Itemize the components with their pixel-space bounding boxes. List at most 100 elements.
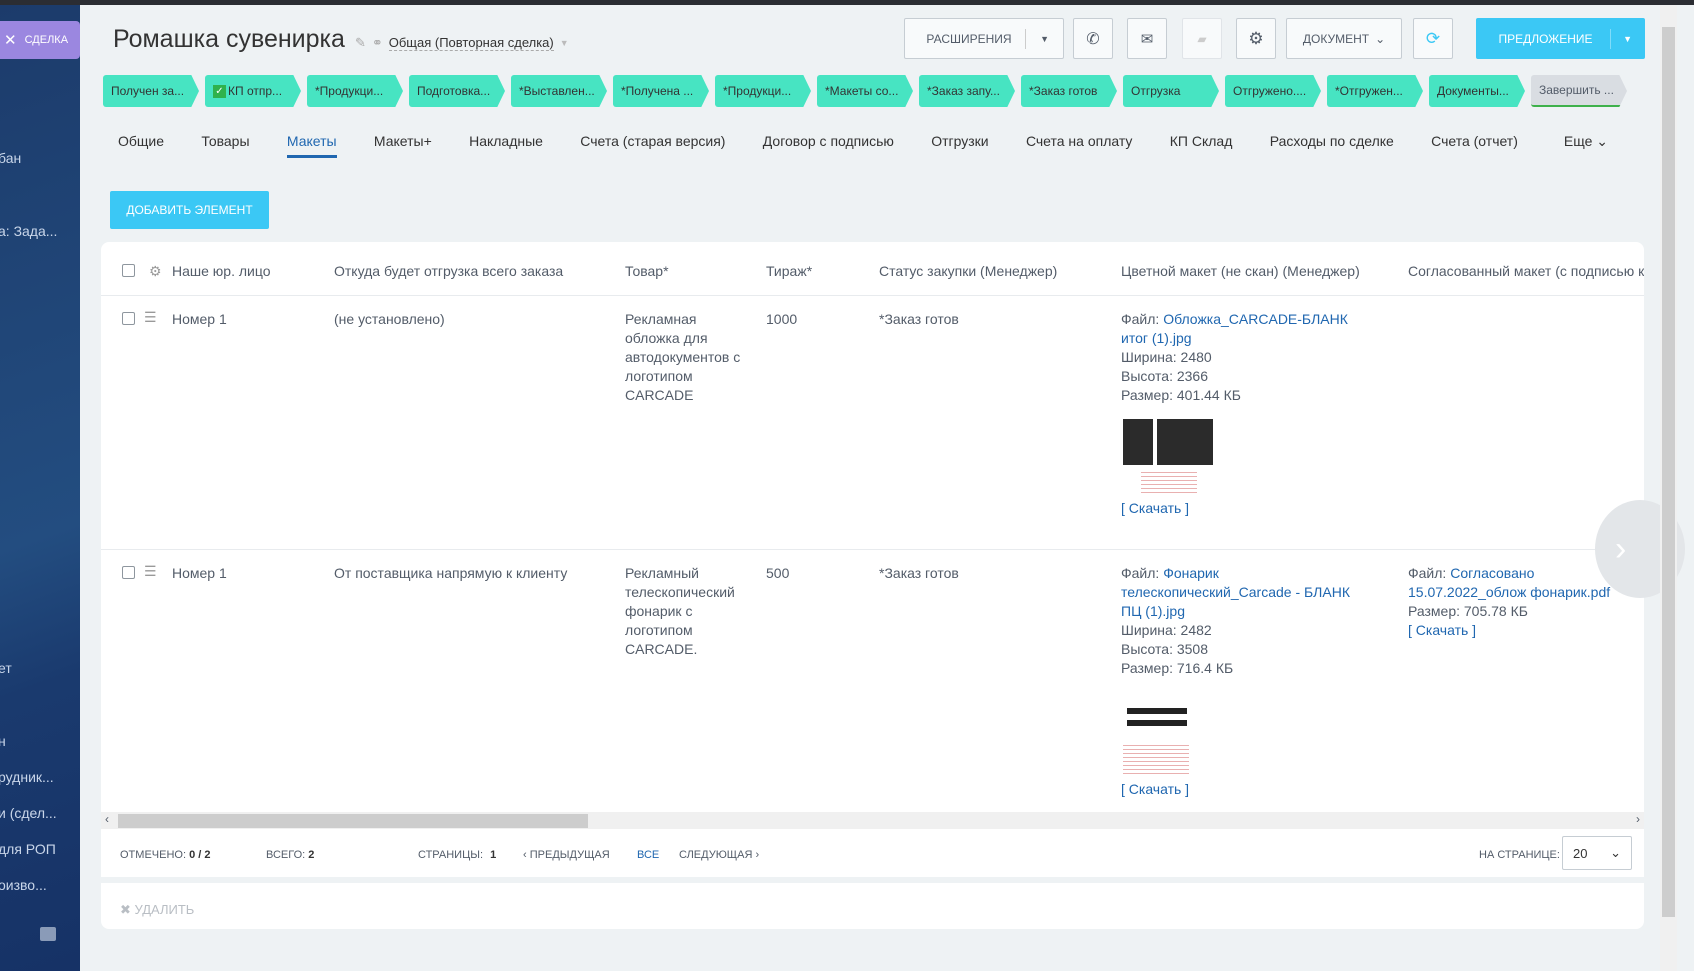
select-all-checkbox[interactable] [122, 264, 135, 277]
tab-item[interactable]: Договор с подписью [762, 133, 894, 149]
deal-slider-tab[interactable]: ✕ СДЕЛКА [0, 21, 80, 59]
file-link[interactable]: Обложка_CARCADE-БЛАНК итог (1).jpg [1121, 311, 1348, 346]
source-cell: (не установлено) [334, 311, 445, 327]
column-header[interactable]: Товар* [625, 263, 669, 279]
all-pages-link[interactable]: ВСЕ [637, 849, 660, 861]
category-select[interactable]: Общая (Повторная сделка) [388, 35, 554, 51]
tab-item[interactable]: Расходы по сделке [1269, 133, 1394, 149]
stage-item[interactable]: ✓ КП отпр... [205, 75, 301, 107]
sidebar-item[interactable]: н [0, 733, 6, 749]
row-checkbox[interactable] [122, 312, 135, 325]
tab-item[interactable]: Отгрузки [931, 133, 989, 149]
drag-handle-icon[interactable]: ☰ [144, 309, 157, 325]
tab-item[interactable]: Товары [201, 133, 250, 149]
horizontal-scrollbar[interactable]: ‹ › [101, 812, 1644, 829]
scroll-left-icon[interactable]: ‹ [105, 812, 109, 826]
qty-cell: 1000 [766, 311, 798, 327]
page-title: Ромашка сувенирка [113, 25, 345, 53]
chevron-down-icon[interactable]: ▼ [1610, 28, 1632, 49]
tab-item[interactable]: Накладные [469, 133, 543, 149]
column-header[interactable]: Статус закупки (Менеджер) [879, 263, 1058, 279]
stage-item[interactable]: Документы... [1429, 75, 1525, 107]
download-link[interactable]: [ Скачать ] [1121, 781, 1190, 797]
file-link[interactable]: Согласовано 15.07.2022_облож фонарик.pdf [1408, 565, 1611, 600]
printer-icon[interactable] [40, 927, 56, 941]
download-link[interactable]: [ Скачать ] [1408, 622, 1477, 638]
download-link[interactable]: [ Скачать ] [1121, 500, 1190, 516]
column-header[interactable]: Тираж* [766, 263, 813, 279]
file-thumbnail[interactable] [1123, 680, 1191, 776]
product-cell: Рекламная обложка для автодокументов с л… [625, 311, 741, 403]
file-link[interactable]: Фонарик телескопический_Carcade - БЛАНК … [1121, 565, 1350, 619]
file-thumbnail[interactable] [1123, 407, 1221, 495]
stage-item[interactable]: *Отгружен... [1327, 75, 1423, 107]
mail-button[interactable]: ✉ [1127, 18, 1167, 59]
tab-item[interactable]: Общие [118, 133, 165, 149]
stage-item[interactable]: *Выставлен... [511, 75, 607, 107]
stage-label: *Выставлен... [519, 84, 595, 98]
scrollbar-thumb[interactable] [1662, 27, 1675, 917]
close-icon[interactable]: ✕ [4, 32, 17, 49]
column-header[interactable]: Цветной макет (не скан) (Менеджер) [1121, 263, 1360, 279]
document-label: ДОКУМЕНТ [1302, 31, 1370, 46]
source-cell: От поставщика напрямую к клиенту [334, 565, 568, 581]
column-header[interactable]: Согласованный макет (с подписью кл [1408, 263, 1644, 279]
link-icon[interactable]: ⚭ [371, 35, 383, 50]
divider [101, 877, 1644, 883]
tab-item[interactable]: Макеты+ [373, 133, 432, 149]
left-sidebar: ✕ СДЕЛКА бан а: Зада... ет н рудник... и … [0, 5, 80, 971]
add-element-button[interactable]: ДОБАВИТЬ ЭЛЕМЕНТ [110, 191, 269, 229]
sidebar-item[interactable]: ет [0, 660, 12, 676]
gear-icon: ⚙ [1248, 28, 1264, 48]
stage-item[interactable]: *Получена ... [613, 75, 709, 107]
stage-item[interactable]: Отгружено.... [1225, 75, 1321, 107]
sidebar-item[interactable]: для РОП [0, 841, 56, 857]
sidebar-item[interactable]: оизво... [0, 877, 47, 893]
row-checkbox[interactable] [122, 566, 135, 579]
stage-item[interactable]: *Заказ готов [1021, 75, 1117, 107]
gear-icon[interactable]: ⚙ [149, 263, 162, 279]
scrollbar-thumb[interactable] [118, 814, 588, 828]
page-scrollbar[interactable] [1660, 5, 1677, 971]
approved-file-cell: Файл: Согласовано 15.07.2022_облож фонар… [1408, 565, 1611, 638]
chat-button[interactable]: ▰ [1182, 18, 1222, 59]
prev-page-link[interactable]: ‹ ПРЕДЫДУЩАЯ [523, 849, 610, 861]
chevron-down-icon[interactable]: ▼ [1025, 28, 1049, 49]
stage-label: Отгрузка [1131, 84, 1181, 98]
tab-item[interactable]: Счета (старая версия) [580, 133, 726, 149]
tab-item[interactable]: Счета на оплату [1025, 133, 1133, 149]
tab-item[interactable]: Счета (отчет) [1431, 133, 1518, 149]
stage-item[interactable]: *Макеты со... [817, 75, 913, 107]
tab-item[interactable]: КП Склад [1169, 133, 1233, 149]
stage-item[interactable]: Завершить ... [1531, 75, 1627, 107]
column-header[interactable]: Откуда будет отгрузка всего заказа [334, 263, 564, 279]
phone-button[interactable]: ✆ [1073, 18, 1113, 59]
drag-handle-icon[interactable]: ☰ [144, 563, 157, 579]
chevron-down-icon[interactable]: ▼ [559, 38, 569, 48]
stage-item[interactable]: *Продукци... [715, 75, 811, 107]
status-cell: *Заказ готов [879, 565, 959, 581]
settings-button[interactable]: ⚙ [1236, 18, 1276, 59]
scroll-right-icon[interactable]: › [1636, 812, 1640, 826]
per-page-select[interactable]: 20 ⌄ [1562, 836, 1632, 870]
proposal-button[interactable]: ПРЕДЛОЖЕНИЕ ▼ [1476, 18, 1645, 59]
sidebar-item[interactable]: рудник... [0, 769, 54, 785]
stage-item[interactable]: *Продукци... [307, 75, 403, 107]
stage-item[interactable]: Подготовка... [409, 75, 505, 107]
next-page-link[interactable]: СЛЕДУЮЩАЯ › [679, 849, 760, 861]
sidebar-item[interactable]: и (сдел... [0, 805, 57, 821]
pages-count: СТРАНИЦЫ: 1 [418, 849, 497, 861]
extensions-button[interactable]: РАСШИРЕНИЯ ▼ [904, 18, 1064, 59]
stage-item[interactable]: Получен за... [103, 75, 199, 107]
sidebar-item[interactable]: бан [0, 150, 22, 166]
sync-button[interactable]: ⟳ [1413, 18, 1453, 59]
stage-item[interactable]: Отгрузка [1123, 75, 1219, 107]
stage-item[interactable]: *Заказ запу... [919, 75, 1015, 107]
column-header[interactable]: Наше юр. лицо [172, 263, 271, 279]
delete-button[interactable]: ✖ УДАЛИТЬ [120, 902, 195, 917]
document-button[interactable]: ДОКУМЕНТ ⌄ [1286, 18, 1402, 59]
tab-item[interactable]: Макеты [286, 133, 337, 158]
tab-more[interactable]: Еще ⌄ [1563, 133, 1608, 149]
sidebar-item[interactable]: а: Зада... [0, 223, 58, 239]
edit-icon[interactable]: ✎ [354, 35, 366, 50]
